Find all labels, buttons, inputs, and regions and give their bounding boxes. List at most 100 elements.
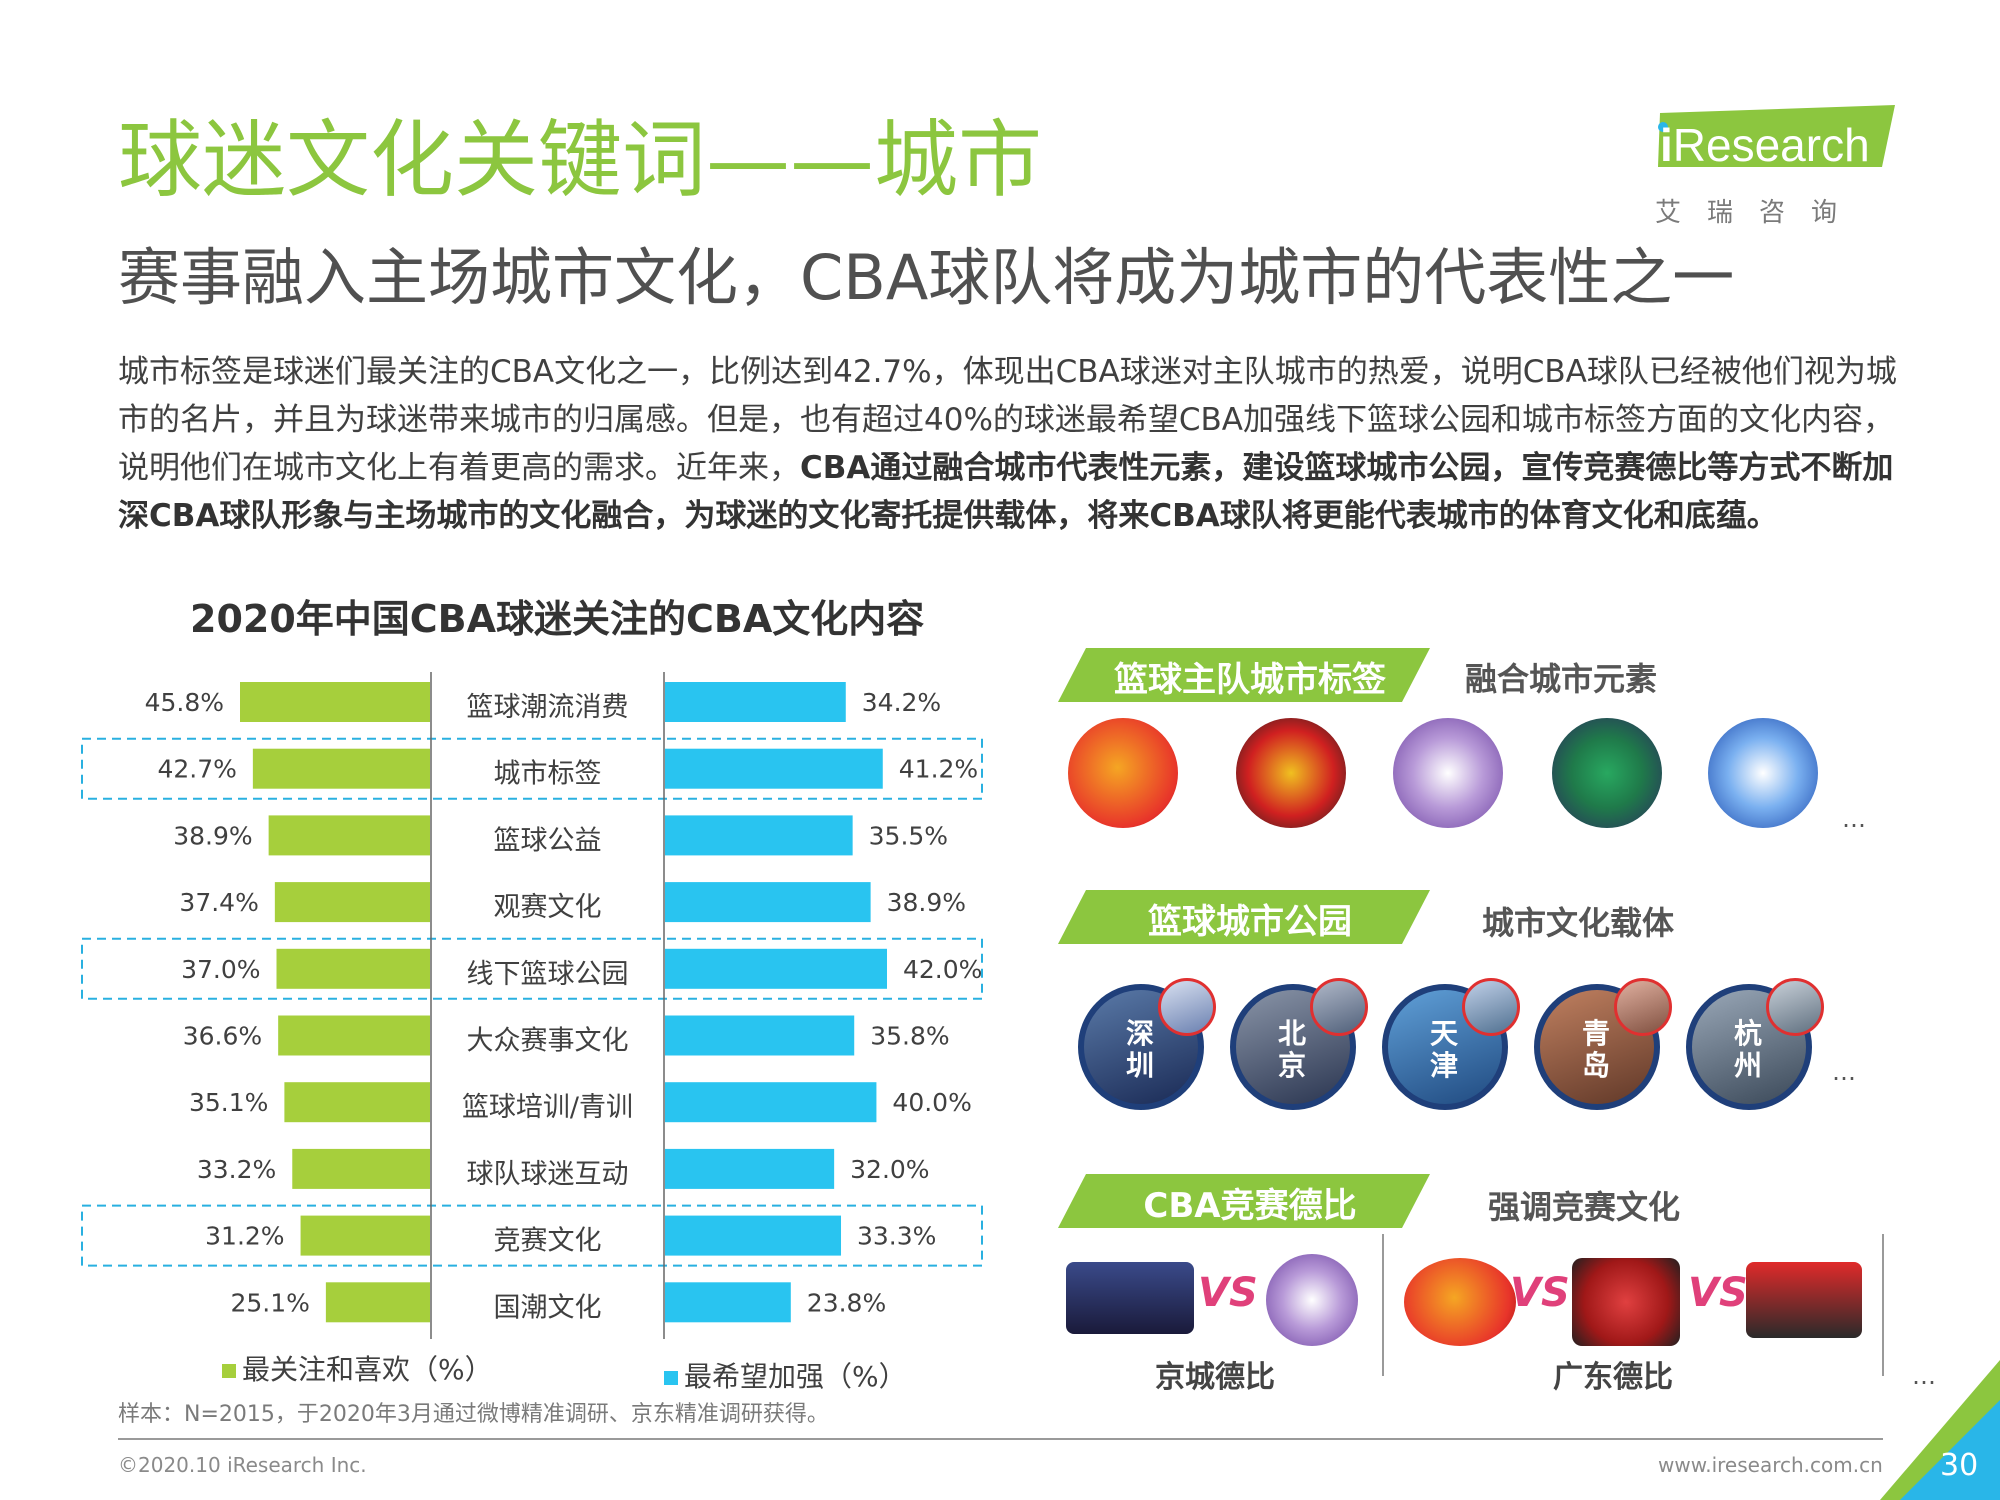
vs-icon: VS [1510, 1270, 1570, 1316]
data-label-right: 41.2% [899, 755, 978, 784]
data-label-right: 35.8% [870, 1022, 949, 1051]
bar-left [274, 882, 430, 923]
section-tag-bg [1058, 890, 1430, 944]
data-label-left: 31.2% [205, 1222, 284, 1251]
logo-wordmark: iResearch [1660, 119, 1870, 171]
data-label-left: 42.7% [157, 755, 236, 784]
data-label-right: 35.5% [869, 821, 948, 850]
guangzhou-loong-lions-logo [1572, 1258, 1680, 1346]
city-park-photo [1534, 984, 1660, 1110]
bar-right [665, 948, 887, 989]
beijing-ducks-logo [1066, 1262, 1194, 1334]
section-tag-derby-label: CBA竞赛德比 [1143, 1186, 1357, 1226]
derby-name: 广东德比 [1553, 1360, 1673, 1395]
shenzhen-aviators-logo [1746, 1262, 1862, 1338]
highlight-box [81, 1204, 983, 1267]
data-label-right: 40.0% [892, 1088, 971, 1117]
tianjin-pioneers-logo [1708, 718, 1818, 828]
data-label-left: 25.1% [230, 1288, 309, 1317]
beijing-royal-fighters-logo [1393, 718, 1503, 828]
paragraph-bold-text: CBA通过融合城市代表性元素，建设篮球城市公园，宣传竞赛德比等方式不断加深CBA… [118, 450, 1894, 534]
jilin-logo [1236, 718, 1346, 828]
section-side-park: 城市文化载体 [1482, 904, 1675, 942]
data-label-right: 34.2% [862, 688, 941, 717]
legend-item-left: 最关注和喜欢（%） [222, 1348, 493, 1388]
city-park-inset-photo [1158, 978, 1216, 1036]
footer-divider [118, 1438, 1883, 1440]
bar-right [665, 748, 883, 789]
legend-item-right: 最希望加强（%） [664, 1355, 907, 1395]
iresearch-logo [1658, 105, 1895, 167]
bar-right [665, 1148, 835, 1189]
legend-swatch-green [222, 1364, 236, 1378]
more-derbies-ellipsis: … [1912, 1362, 1936, 1390]
bar-right [665, 882, 871, 923]
bar-left [276, 948, 430, 989]
category-label: 竞赛文化 [494, 1226, 602, 1257]
beijing-royal-fighters-logo [1266, 1254, 1358, 1346]
section-tag-bg [1058, 648, 1430, 702]
copyright-text: ©2020.10 iResearch Inc. [118, 1453, 367, 1477]
data-label-left: 45.8% [145, 688, 224, 717]
highlight-box [81, 937, 983, 1000]
bar-left [240, 682, 430, 722]
category-label: 篮球培训/青训 [462, 1092, 633, 1123]
bar-left [252, 748, 430, 789]
vs-icon: VS [1198, 1270, 1258, 1316]
bar-left [268, 815, 430, 856]
page-number: 30 [1940, 1448, 1979, 1483]
bar-left [325, 1282, 430, 1323]
more-teams-ellipsis: … [1842, 805, 1866, 833]
page-subtitle: 赛事融入主场城市文化，CBA球队将成为城市的代表性之一 [118, 241, 1735, 314]
derby-divider [1882, 1234, 1884, 1376]
derby-divider [1382, 1234, 1384, 1376]
city-park-inset-photo [1766, 978, 1824, 1036]
city-park-inset-photo [1462, 978, 1520, 1036]
shandong-logo [1552, 718, 1662, 828]
city-name: 杭州 [1733, 1017, 1762, 1082]
derby-name: 京城德比 [1155, 1360, 1275, 1395]
category-label: 城市标签 [494, 759, 602, 790]
category-label: 线下篮球公园 [467, 959, 629, 990]
data-label-left: 37.0% [181, 955, 260, 984]
data-label-left: 33.2% [197, 1155, 276, 1184]
guangdong-logo [1404, 1258, 1516, 1346]
website-link[interactable]: www.iresearch.com.cn [1658, 1453, 1883, 1477]
city-park-inset-photo [1614, 978, 1672, 1036]
city-name: 青岛 [1581, 1017, 1610, 1082]
category-label: 篮球潮流消费 [467, 692, 629, 723]
section-tag-park-label: 篮球城市公园 [1148, 902, 1352, 942]
city-name: 北京 [1277, 1017, 1306, 1082]
bar-left [292, 1148, 430, 1189]
logo-dot-icon [1658, 122, 1668, 132]
category-label: 大众赛事文化 [467, 1026, 629, 1057]
description-paragraph: 城市标签是球迷们最关注的CBA文化之一，比例达到42.7%，体现出CBA球迷对主… [118, 348, 1898, 540]
bar-right [665, 1015, 855, 1056]
legend-label-right: 最希望加强（%） [684, 1360, 907, 1393]
corner-decoration [1880, 1360, 2000, 1500]
section-tag-bg [1058, 1174, 1430, 1228]
more-cities-ellipsis: … [1832, 1058, 1856, 1086]
logo-chinese: 艾瑞咨询 [1655, 198, 1864, 228]
category-label: 国潮文化 [494, 1292, 602, 1323]
data-label-right: 32.0% [850, 1155, 929, 1184]
bar-right [665, 1282, 791, 1323]
category-label: 球队球迷互动 [467, 1159, 629, 1190]
category-label: 观赛文化 [494, 892, 602, 923]
data-label-left: 37.4% [179, 888, 258, 917]
bar-left [284, 1082, 430, 1123]
section-side-team: 融合城市元素 [1465, 660, 1658, 698]
category-label: 篮球公益 [494, 825, 602, 856]
data-label-right: 42.0% [903, 955, 982, 984]
city-name: 天津 [1429, 1017, 1458, 1082]
legend-label-left: 最关注和喜欢（%） [242, 1353, 493, 1386]
butterfly-bar-chart: 45.8% 34.2% 篮球潮流消费 42.7% 41.2% 城市标签 38.9% 35.5%… [81, 672, 983, 1339]
guangdong-logo [1068, 718, 1178, 828]
bar-right [665, 1082, 877, 1123]
chart-title: 2020年中国CBA球迷关注的CBA文化内容 [190, 597, 925, 641]
section-tag-team-label: 篮球主队城市标签 [1114, 660, 1386, 700]
vs-icon: VS [1688, 1270, 1748, 1316]
data-label-right: 33.3% [857, 1222, 936, 1251]
section-side-derby: 强调竞赛文化 [1488, 1188, 1681, 1226]
city-park-inset-photo [1310, 978, 1368, 1036]
